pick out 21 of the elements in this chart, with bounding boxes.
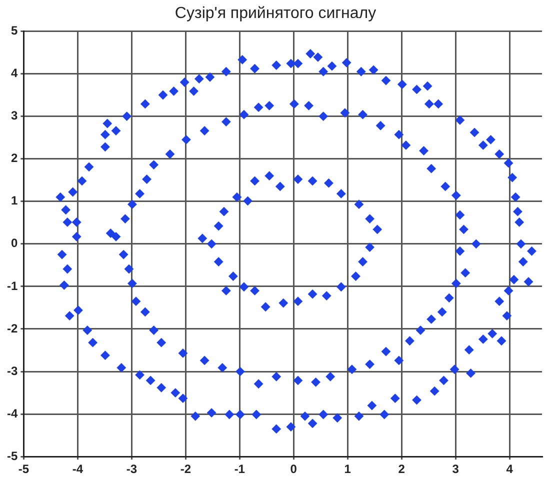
y-tick-label: 1	[10, 194, 18, 208]
y-tick-label: -5	[7, 448, 18, 463]
y-tick-label: 2	[10, 151, 18, 166]
x-tick-label: 2	[398, 462, 406, 476]
y-tick-label: 0	[10, 236, 18, 250]
x-tick-label: -1	[234, 462, 246, 476]
y-tick-label: 5	[10, 24, 18, 38]
y-tick-label: -1	[7, 278, 18, 293]
x-tick-label: 1	[344, 462, 352, 476]
x-tick-label: -2	[180, 462, 192, 476]
x-tick-label: -4	[72, 462, 84, 476]
y-tick-label: 4	[10, 66, 18, 80]
x-tick-label: 3	[452, 462, 460, 476]
y-tick-label: -2	[7, 321, 18, 336]
y-tick-label: -4	[7, 406, 18, 420]
y-tick-label: -3	[7, 364, 18, 378]
x-tick-label: 4	[506, 462, 514, 476]
x-tick-label: -3	[126, 462, 138, 476]
chart-title: Сузір'я прийнятого сигналу	[174, 5, 376, 22]
y-tick-label: 3	[10, 108, 18, 123]
x-tick-label: 0	[290, 462, 298, 476]
